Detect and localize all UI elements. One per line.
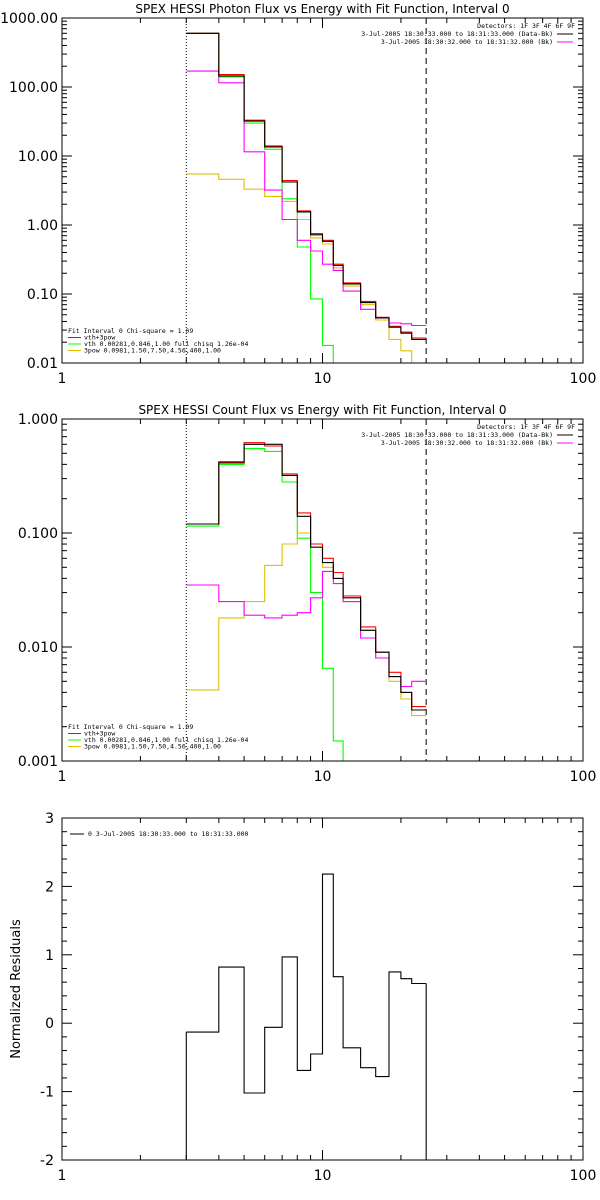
chart-panel-1: SPEX HESSI Photon Flux vs Energy with Fi…	[0, 2, 597, 387]
y-tick-label: -1	[40, 1085, 54, 1101]
series-line-vth	[186, 448, 362, 761]
series-line-bk	[186, 70, 427, 327]
legend-text: Fit Interval 0 Chi-square = 1.09	[68, 327, 193, 335]
x-tick-label: 100	[570, 769, 597, 785]
x-tick-label: 10	[314, 371, 332, 387]
x-tick-label: 10	[314, 769, 332, 785]
y-tick-label: 10.00	[18, 149, 58, 165]
legend-text: 3-Jul-2005 18:30:32.000 to 18:31:32.000 …	[381, 38, 553, 46]
series-line-residuals	[186, 873, 427, 1094]
series-line-data-bk	[186, 32, 427, 340]
x-tick-label: 100	[570, 371, 597, 387]
legend-text: 3pow 0.0981,1.50,7.50,4.56,400,1.00	[84, 347, 221, 355]
y-axis-label: Normalized Residuals	[9, 919, 24, 1059]
chart-title: SPEX HESSI Photon Flux vs Energy with Fi…	[135, 2, 509, 16]
series-line-vth-3pow	[186, 442, 427, 708]
y-tick-label: 1	[45, 948, 54, 964]
y-tick-label: 1000.00	[0, 11, 58, 27]
chart-title: SPEX HESSI Count Flux vs Energy with Fit…	[138, 403, 506, 417]
legend-text: 3pow 0.0981,1.50,7.50,4.56,400,1.00	[84, 743, 221, 751]
x-tick-label: 1	[58, 1168, 67, 1184]
x-tick-label: 100	[570, 1168, 597, 1184]
legend-text: 0 3-Jul-2005 18:30:33.000 to 18:31:33.00…	[88, 830, 249, 838]
plot-frame	[61, 817, 584, 1161]
legend-text: vth+3pow	[84, 730, 115, 738]
y-tick-label: 2	[45, 879, 54, 895]
legend-text: Detectors: 1F 3F 4F 6F 9F	[477, 423, 575, 431]
chart-panel-2: SPEX HESSI Count Flux vs Energy with Fit…	[18, 403, 596, 785]
series-line-3pow	[186, 532, 427, 717]
plot-frame	[61, 418, 584, 762]
chart-panel-3: 1 10 100 -2 -1 0 1 2 3 Normalized Residuals 0 3-Ju…	[9, 811, 596, 1184]
y-tick-label: 0.01	[27, 356, 58, 372]
legend-text: vth 0.00281,0.846,1.00 full chisq 1.26e-…	[84, 736, 248, 744]
legend-text: Detectors: 1F 3F 4F 6F 9F	[477, 22, 575, 30]
x-tick-label: 1	[58, 371, 67, 387]
series-line-data-bk	[186, 443, 427, 711]
series-group	[185, 873, 427, 1160]
series-line-3pow	[186, 173, 427, 363]
x-tick-label: 10	[314, 1168, 332, 1184]
legend-text: vth+3pow	[84, 334, 115, 342]
x-tick-label: 1	[58, 769, 67, 785]
y-tick-label: 1.00	[27, 218, 58, 234]
legend-text: Fit Interval 0 Chi-square = 1.09	[68, 723, 193, 731]
series-line-bk	[186, 570, 427, 688]
y-tick-label: 0	[45, 1016, 54, 1032]
y-tick-label: 100.00	[9, 80, 58, 96]
legend-text: 3-Jul-2005 18:30:33.000 to 18:31:33.000 …	[361, 431, 553, 439]
y-tick-label: -2	[40, 1153, 54, 1169]
series-line-vth-3pow	[186, 32, 427, 339]
y-tick-label: 0.100	[18, 526, 58, 542]
series-group	[186, 442, 427, 761]
y-tick-label: 1.000	[18, 412, 58, 428]
legend-text: 3-Jul-2005 18:30:32.000 to 18:31:32.000 …	[381, 439, 553, 447]
y-tick-label: 0.001	[18, 754, 58, 770]
y-tick-label: 3	[45, 811, 54, 827]
legend-text: vth 0.00281,0.846,1.00 full chisq 1.26e-…	[84, 340, 248, 348]
y-tick-label: 0.10	[27, 287, 58, 303]
y-tick-label: 0.010	[18, 640, 58, 656]
series-group	[186, 32, 427, 363]
plot-frame	[61, 17, 584, 364]
legend-text: 3-Jul-2005 18:30:33.000 to 18:31:33.000 …	[361, 30, 553, 38]
